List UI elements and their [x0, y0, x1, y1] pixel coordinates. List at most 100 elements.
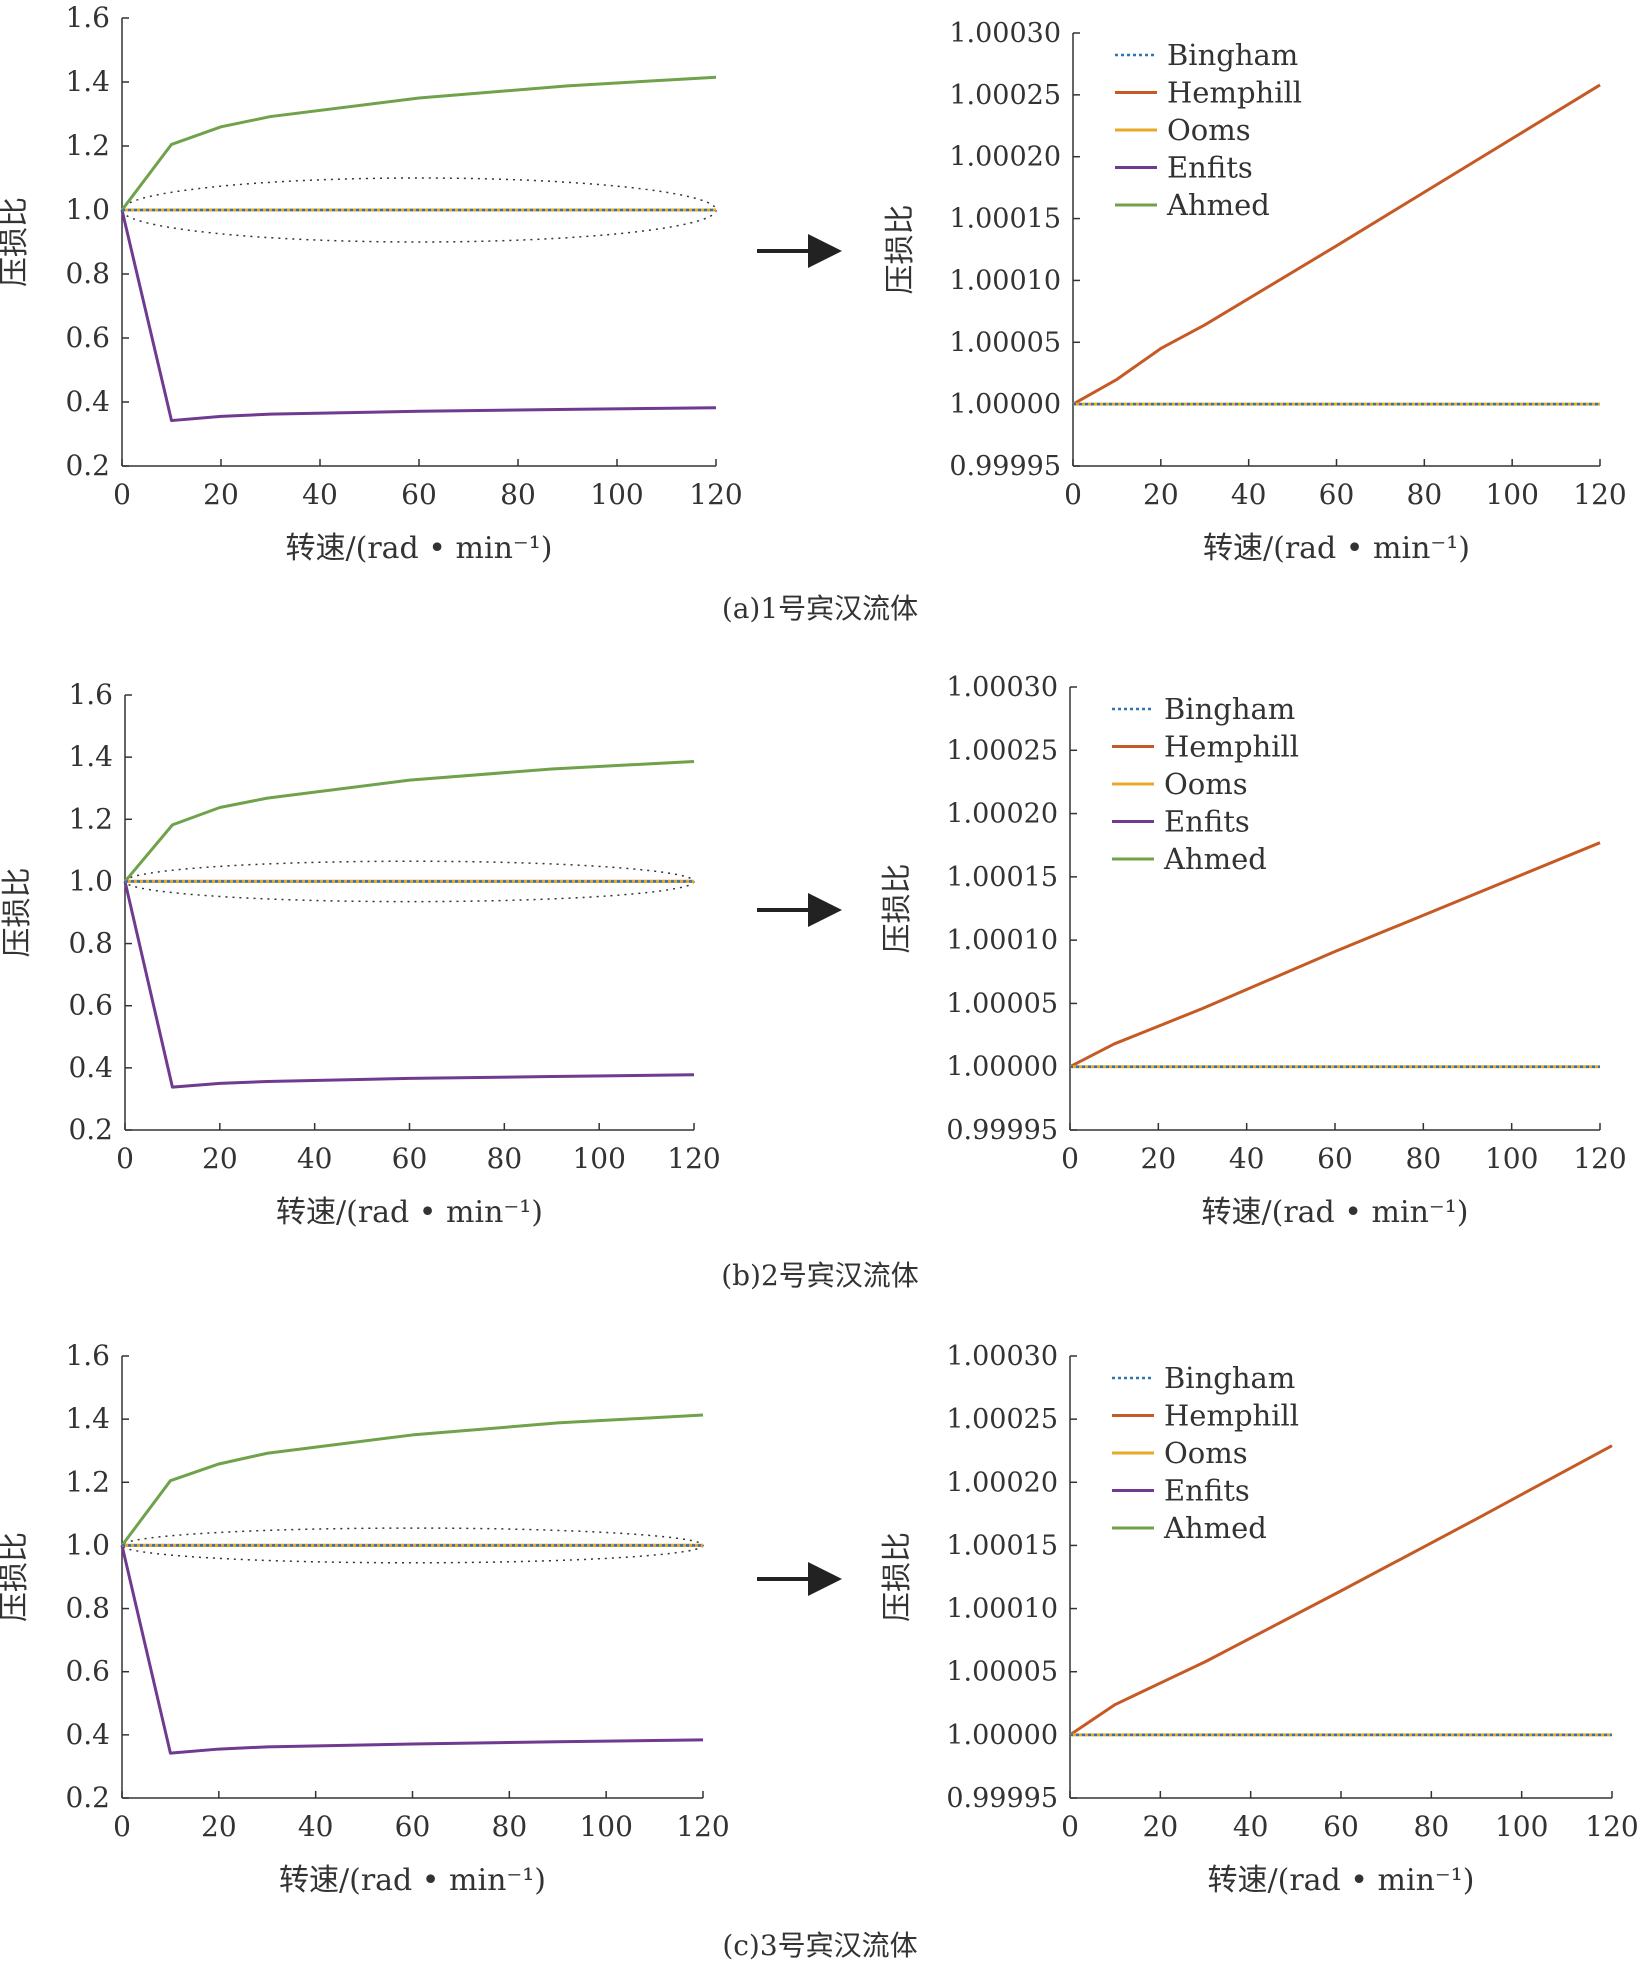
- legend-label-enfits: Enfits: [1164, 1474, 1250, 1508]
- y-tick-label: 0.99995: [946, 1783, 1058, 1814]
- legend-label-hemphill: Hemphill: [1164, 1399, 1299, 1433]
- legend-label-ooms: Ooms: [1167, 113, 1251, 147]
- x-tick-label: 120: [667, 1142, 720, 1175]
- x-tick-label: 60: [401, 478, 437, 511]
- series-line-hemphill: [1072, 83, 1601, 406]
- y-tick-label: 1.00010: [946, 1594, 1058, 1625]
- y-tick-label: 1.00020: [949, 142, 1061, 173]
- series-line-enfits: [123, 881, 695, 1089]
- y-axis-label: 压损比: [883, 205, 918, 295]
- x-tick-label: 80: [500, 478, 536, 511]
- y-tick-label: 0.8: [65, 257, 110, 290]
- y-tick-label: 1.6: [68, 678, 113, 711]
- series-line-enfits: [120, 209, 717, 423]
- legend-label-ooms: Ooms: [1164, 1436, 1248, 1470]
- y-tick-label: 1.00030: [949, 18, 1061, 49]
- series-line-hemphill: [1069, 841, 1601, 1069]
- x-tick-label: 100: [1485, 478, 1538, 511]
- legend-label-ahmed: Ahmed: [1166, 188, 1270, 222]
- x-tick-label: 80: [1414, 1810, 1450, 1843]
- chart-a-right: 0.99995 1.00000 1.00005 1.00010 1.00015 1.000…: [883, 18, 1627, 566]
- x-tick-label: 0: [113, 478, 131, 511]
- series-line-ahmed: [123, 759, 695, 883]
- x-tick-label: 60: [1317, 1142, 1353, 1175]
- y-tick-label: 1.6: [65, 1339, 110, 1372]
- chart-c-right: 0.99995 1.00000 1.00005 1.00010 1.00015 1.000…: [880, 1341, 1639, 1898]
- x-tick-label: 80: [492, 1810, 528, 1843]
- x-tick-label: 100: [1485, 1142, 1538, 1175]
- x-tick-label: 100: [590, 478, 643, 511]
- x-tick-label: 0: [113, 1810, 131, 1843]
- x-tick-label: 0: [1064, 478, 1082, 511]
- x-tick-label: 60: [1319, 478, 1355, 511]
- y-tick-label: 1.2: [65, 1465, 110, 1498]
- x-tick-label: 80: [487, 1142, 523, 1175]
- x-tick-label: 120: [1585, 1810, 1638, 1843]
- legend-label-enfits: Enfits: [1164, 805, 1250, 839]
- y-tick-label: 1.00015: [949, 204, 1061, 235]
- x-tick-label: 40: [1229, 1142, 1265, 1175]
- y-tick-label: 1.2: [68, 802, 113, 835]
- x-axis-label: 转速/(rad • min⁻¹): [286, 531, 553, 566]
- x-axis-label: 转速/(rad • min⁻¹): [276, 1195, 543, 1230]
- y-tick-label: 1.00010: [949, 265, 1061, 296]
- series-line-ahmed: [120, 75, 717, 211]
- y-tick-label: 1.00020: [946, 1467, 1058, 1498]
- arrow-c: [757, 1562, 842, 1596]
- y-tick-label: 1.00015: [946, 862, 1058, 893]
- y-tick-label: 1.00015: [946, 1530, 1058, 1561]
- legend-label-ooms: Ooms: [1164, 767, 1248, 801]
- x-tick-label: 20: [1143, 1810, 1179, 1843]
- x-axis-label: 转速/(rad • min⁻¹): [1203, 531, 1470, 566]
- x-tick-label: 20: [1143, 478, 1179, 511]
- x-tick-label: 60: [1323, 1810, 1359, 1843]
- y-axis-label: 压损比: [880, 1532, 915, 1622]
- y-tick-label: 1.4: [65, 65, 110, 98]
- x-tick-label: 120: [1573, 1142, 1626, 1175]
- y-tick-label: 1.00005: [946, 1657, 1058, 1688]
- x-tick-label: 40: [297, 1142, 333, 1175]
- y-axis-label: 压损比: [880, 864, 915, 954]
- caption-a: (a)1号宾汉流体: [722, 592, 918, 625]
- series-line-enfits: [120, 1545, 704, 1755]
- y-tick-label: 0.4: [68, 1051, 113, 1084]
- legend-label-ahmed: Ahmed: [1163, 842, 1267, 876]
- legend-label-bingham: Bingham: [1164, 1361, 1295, 1395]
- x-tick-label: 120: [1573, 478, 1626, 511]
- y-axis-label: 压损比: [0, 1532, 32, 1622]
- legend-label-hemphill: Hemphill: [1167, 76, 1302, 110]
- y-tick-label: 0.6: [68, 989, 113, 1022]
- x-tick-label: 80: [1406, 1142, 1442, 1175]
- y-tick-label: 1.6: [65, 1, 110, 34]
- series-line-hemphill: [1069, 1444, 1613, 1737]
- x-tick-label: 0: [116, 1142, 134, 1175]
- chart-c-left: 0.2 0.4 0.6 0.8 1.0 1.2 1.4 1.6 0 20 40 60 80 100 120 转…: [0, 1339, 730, 1898]
- x-tick-label: 60: [395, 1810, 431, 1843]
- y-tick-label: 0.4: [65, 1718, 110, 1751]
- x-tick-label: 100: [1495, 1810, 1548, 1843]
- x-axis-label: 转速/(rad • min⁻¹): [279, 1863, 546, 1898]
- y-axis-label: 压损比: [0, 197, 32, 287]
- legend-label-ahmed: Ahmed: [1163, 1511, 1267, 1545]
- y-tick-label: 0.6: [65, 1655, 110, 1688]
- y-tick-label: 0.99995: [949, 451, 1061, 482]
- y-tick-label: 1.00005: [949, 327, 1061, 358]
- x-tick-label: 100: [572, 1142, 625, 1175]
- legend-label-bingham: Bingham: [1167, 38, 1298, 72]
- series-line-ahmed: [120, 1413, 704, 1547]
- y-tick-label: 1.00000: [949, 389, 1061, 420]
- x-tick-label: 0: [1061, 1142, 1079, 1175]
- y-tick-label: 1.00005: [946, 988, 1058, 1019]
- chart-b-left: 0.2 0.4 0.6 0.8 1.0 1.2 1.4 1.6 0 20 40 60 80 100 120 转…: [0, 678, 721, 1230]
- chart-a-left: 0.2 0.4 0.6 0.8 1.0 1.2 1.4 1.6 0 20 40 60 80 100 120 转…: [0, 1, 743, 566]
- y-tick-label: 0.99995: [946, 1115, 1058, 1146]
- x-tick-label: 20: [201, 1810, 237, 1843]
- x-tick-label: 40: [1231, 478, 1267, 511]
- y-tick-label: 0.2: [65, 1781, 110, 1814]
- y-tick-label: 1.00025: [946, 735, 1058, 766]
- x-tick-label: 20: [203, 478, 239, 511]
- y-tick-label: 1.0: [65, 1528, 110, 1561]
- y-tick-label: 1.00000: [946, 1052, 1058, 1083]
- x-tick-label: 60: [392, 1142, 428, 1175]
